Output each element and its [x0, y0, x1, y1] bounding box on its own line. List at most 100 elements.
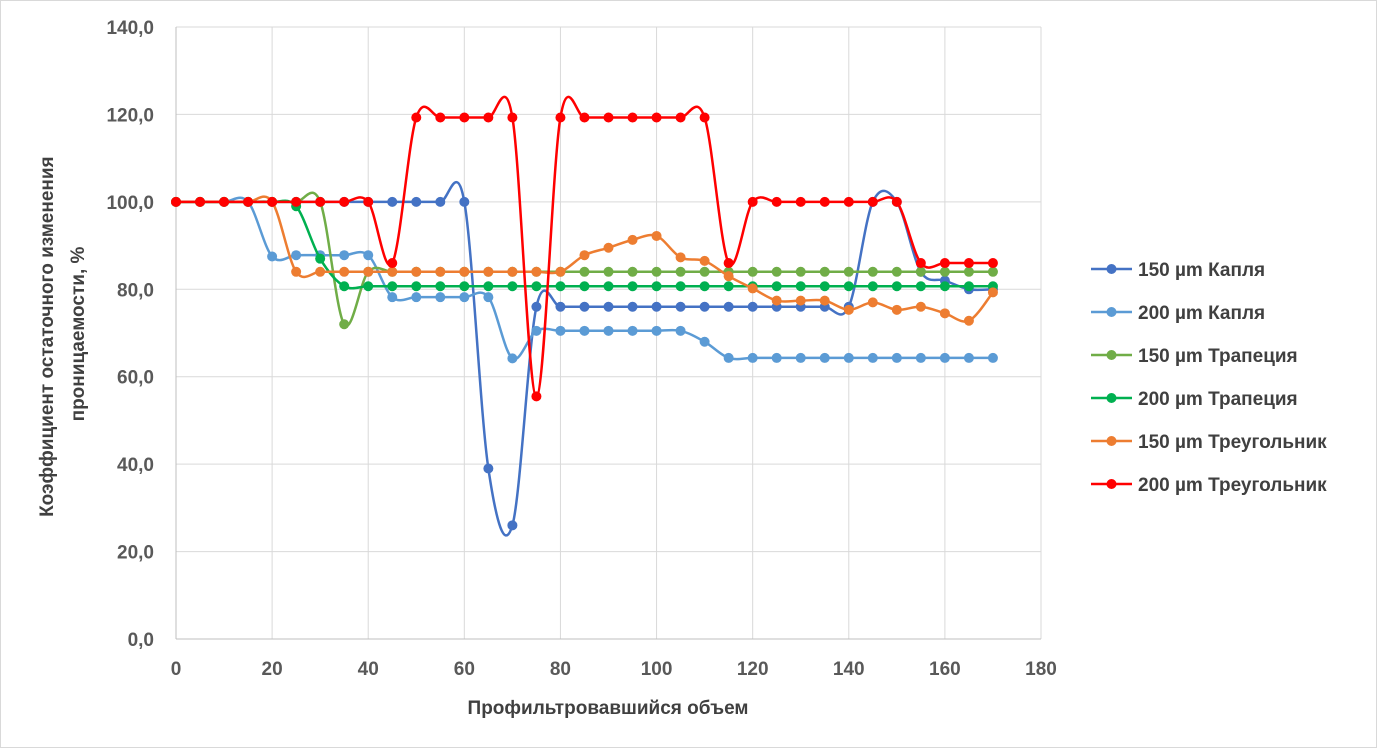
data-point [459, 281, 470, 292]
data-point [243, 196, 254, 207]
legend-marker [1106, 307, 1117, 317]
data-point [891, 352, 902, 363]
data-point [579, 301, 590, 312]
data-point [603, 281, 614, 292]
data-point [435, 266, 446, 277]
data-point [483, 112, 494, 123]
legend-marker [1106, 264, 1117, 274]
data-point [435, 292, 446, 303]
data-point [891, 196, 902, 207]
x-tick-label: 180 [1025, 659, 1057, 680]
data-point [819, 196, 830, 207]
data-point [315, 196, 326, 207]
data-point [627, 266, 638, 277]
data-point [891, 266, 902, 277]
data-point [867, 352, 878, 363]
data-point [531, 266, 542, 277]
data-point [195, 196, 206, 207]
legend-entry: 150 µm Треугольник [1091, 432, 1327, 453]
legend-entry: 200 µm Капля [1091, 303, 1265, 324]
y-tick-label: 20,0 [117, 543, 154, 564]
data-point [867, 196, 878, 207]
data-point [483, 463, 494, 474]
data-point [291, 196, 302, 207]
data-point [507, 353, 518, 364]
x-axis-title: Профильтровавшийся объем [468, 698, 749, 719]
data-point [387, 196, 398, 207]
x-tick-label: 160 [929, 659, 961, 680]
data-point [459, 196, 470, 207]
x-tick-label: 120 [737, 659, 769, 680]
data-point [723, 258, 734, 269]
data-point [891, 304, 902, 315]
data-point [603, 266, 614, 277]
data-point [939, 258, 950, 269]
data-point [291, 266, 302, 277]
legend-marker [1106, 479, 1117, 489]
data-point [507, 281, 518, 292]
data-point [507, 266, 518, 277]
data-point [603, 112, 614, 123]
data-point [387, 292, 398, 303]
y-axis-title-line-2: проницаемости, % [68, 246, 89, 421]
tick-labels: 0 20 40 60 80 100 120 140 160 180 0,0 20,0 40,0 60,0 8… [106, 18, 1056, 680]
series-line [176, 95, 993, 398]
y-tick-label: 0,0 [128, 630, 154, 651]
series-2 [171, 196, 998, 364]
data-point [843, 266, 854, 277]
data-point [315, 266, 326, 277]
legend-marker [1106, 393, 1117, 403]
data-point [435, 112, 446, 123]
data-point [555, 266, 566, 277]
series-4 [171, 196, 998, 292]
data-point [675, 252, 686, 263]
data-point [507, 520, 518, 531]
data-point [579, 281, 590, 292]
data-point [219, 196, 230, 207]
data-point [747, 283, 758, 294]
legend-marker [1106, 350, 1117, 360]
data-point [723, 301, 734, 312]
data-point [459, 112, 470, 123]
legend-label: 150 µm Трапеция [1138, 346, 1298, 367]
data-point [987, 287, 998, 298]
data-point [627, 112, 638, 123]
data-point [363, 196, 374, 207]
data-point [867, 297, 878, 308]
data-point [843, 196, 854, 207]
data-point [531, 301, 542, 312]
data-point [699, 266, 710, 277]
data-point [267, 196, 278, 207]
data-point [795, 295, 806, 306]
data-point [795, 266, 806, 277]
y-tick-label: 140,0 [106, 18, 154, 39]
data-point [723, 281, 734, 292]
data-point [675, 112, 686, 123]
data-point [387, 281, 398, 292]
legend-label: 150 µm Треугольник [1138, 432, 1327, 453]
y-tick-label: 40,0 [117, 455, 154, 476]
data-point [531, 391, 542, 402]
data-point [915, 258, 926, 269]
data-point [651, 112, 662, 123]
data-point [939, 352, 950, 363]
data-point [267, 251, 278, 262]
legend-marker [1106, 436, 1117, 446]
data-point [987, 258, 998, 269]
data-point [843, 304, 854, 315]
data-point [771, 352, 782, 363]
data-point [363, 281, 374, 292]
data-point [387, 258, 398, 269]
data-point [339, 250, 350, 261]
data-point [651, 266, 662, 277]
data-point [435, 281, 446, 292]
data-point [675, 281, 686, 292]
x-tick-label: 100 [641, 659, 673, 680]
data-point [819, 352, 830, 363]
data-point [699, 281, 710, 292]
x-tick-label: 0 [171, 659, 182, 680]
data-point [171, 196, 181, 207]
legend-entry: 200 µm Треугольник [1091, 475, 1327, 496]
